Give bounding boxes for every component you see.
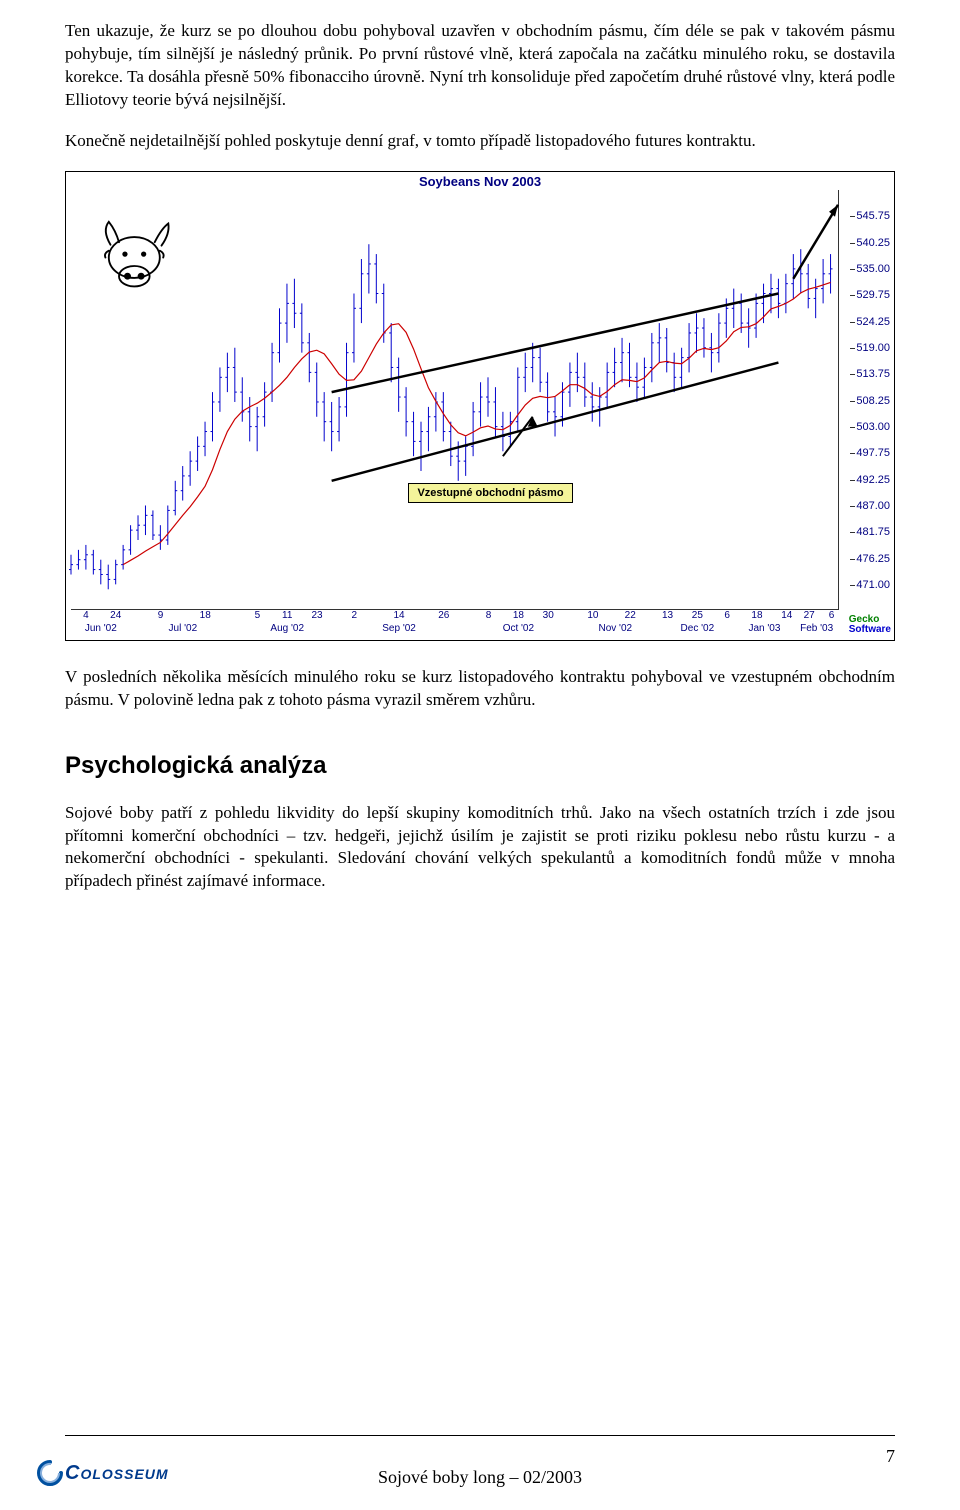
xtick-month: Oct '02 <box>503 623 534 634</box>
xtick-day: 9 <box>158 610 164 621</box>
ytick: 503.00 <box>856 421 890 433</box>
xtick-month: Jul '02 <box>169 623 198 634</box>
ytick: 524.25 <box>856 316 890 328</box>
ytick: 545.75 <box>856 210 890 222</box>
section-heading-psych: Psychologická analýza <box>65 752 895 780</box>
paragraph-3: V posledních několika měsících minulého … <box>65 666 895 712</box>
ytick: 535.00 <box>856 263 890 275</box>
ytick: 471.00 <box>856 579 890 591</box>
chart-y-axis: 471.00 476.25 481.75 487.00 492.25 497.75 503.… <box>839 190 894 610</box>
page-footer: COLOSSEUM Sojové boby long – 02/2003 7 <box>65 1435 895 1490</box>
bull-icon <box>91 215 181 300</box>
ytick: 529.75 <box>856 289 890 301</box>
xtick-day: 8 <box>486 610 492 621</box>
gecko-software-logo: Gecko Software <box>849 615 891 636</box>
ytick: 481.75 <box>856 526 890 538</box>
xtick-day: 2 <box>352 610 358 621</box>
footer-page-number: 7 <box>886 1446 895 1467</box>
xtick-day: 14 <box>781 610 792 621</box>
xtick-day: 18 <box>751 610 762 621</box>
xtick-day: 6 <box>724 610 730 621</box>
chart-container: Soybeans Nov 2003 Vzestupné obchodní pás… <box>65 171 895 641</box>
chart-title: Soybeans Nov 2003 <box>66 174 894 189</box>
paragraph-1: Ten ukazuje, že kurz se po dlouhou dobu … <box>65 20 895 112</box>
footer-title: Sojové boby long – 02/2003 <box>65 1467 895 1488</box>
paragraph-4: Sojové boby patří z pohledu likvidity do… <box>65 802 895 894</box>
xtick-day: 11 <box>282 610 292 621</box>
xtick-month: Dec '02 <box>681 623 715 634</box>
ytick: 492.25 <box>856 474 890 486</box>
xtick-day: 25 <box>692 610 703 621</box>
ytick: 487.00 <box>856 500 890 512</box>
paragraph-2: Konečně nejdetailnější pohled poskytuje … <box>65 130 895 153</box>
xtick-day: 13 <box>662 610 673 621</box>
xtick-day: 5 <box>255 610 261 621</box>
chart-x-axis: 4 24 9 18 5 11 23 2 14 26 8 18 30 10 22 13 25 6 18 14 27 6 Jun… <box>71 610 839 640</box>
xtick-day: 26 <box>438 610 449 621</box>
xtick-day: 18 <box>200 610 211 621</box>
logo-icon <box>35 1458 65 1488</box>
xtick-day: 30 <box>543 610 554 621</box>
xtick-month: Jan '03 <box>748 623 780 634</box>
ytick: 508.25 <box>856 395 890 407</box>
xtick-day: 23 <box>311 610 322 621</box>
chart-annotation-label: Vzestupné obchodní pásmo <box>408 483 572 503</box>
ytick: 513.75 <box>856 368 890 380</box>
chart-plot-area: Vzestupné obchodní pásmo <box>71 190 839 610</box>
xtick-month: Aug '02 <box>270 623 304 634</box>
chart-svg <box>71 190 838 609</box>
xtick-month: Sep '02 <box>382 623 416 634</box>
xtick-day: 4 <box>83 610 89 621</box>
xtick-day: 6 <box>829 610 835 621</box>
xtick-month: Jun '02 <box>85 623 117 634</box>
xtick-day: 18 <box>513 610 524 621</box>
ytick: 497.75 <box>856 447 890 459</box>
ytick: 519.00 <box>856 342 890 354</box>
xtick-month: Nov '02 <box>599 623 633 634</box>
ytick: 540.25 <box>856 237 890 249</box>
xtick-day: 22 <box>625 610 636 621</box>
xtick-day: 24 <box>110 610 121 621</box>
xtick-day: 10 <box>587 610 598 621</box>
xtick-month: Feb '03 <box>800 623 833 634</box>
ytick: 476.25 <box>856 553 890 565</box>
xtick-day: 27 <box>804 610 815 621</box>
xtick-day: 14 <box>394 610 405 621</box>
